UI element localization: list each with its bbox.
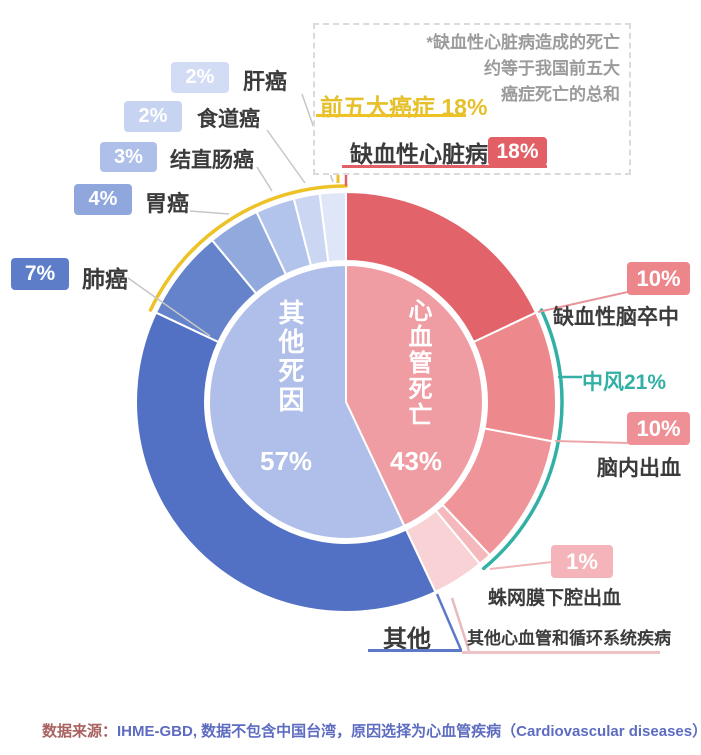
intracerebral-label: 脑内出血	[597, 457, 681, 480]
liver-cancer-value-badge: 2%	[171, 62, 229, 93]
lung-connector	[127, 277, 211, 337]
ischemic-stroke-label: 缺血性脑卒中	[553, 306, 679, 329]
ischemic-stroke-value-badge: 10%	[627, 262, 690, 295]
ihd-underline	[342, 165, 547, 168]
other-connector	[435, 593, 463, 651]
esophageal-cancer-label: 食道癌	[197, 108, 260, 131]
other-cvd-underline	[462, 651, 660, 654]
cardiovascular-center-value: 43%	[390, 446, 443, 476]
stomach-cancer-label: 胃癌	[145, 191, 190, 216]
lung-cancer-value-badge: 7%	[11, 258, 69, 290]
esophageal-connector	[266, 129, 306, 184]
subarachnoid-label: 蛛网膜下腔出血	[488, 588, 622, 609]
liver-cancer-label: 肝癌	[243, 69, 288, 94]
other-causes-center-value: 57%	[260, 446, 313, 476]
slice-other	[135, 311, 437, 613]
intracerebral-value-badge: 10%	[627, 412, 690, 445]
slice-cardiovascular-death	[345, 264, 484, 527]
ihd-label: 缺血性心脏病	[347, 135, 491, 169]
colorectal-cancer-label: 结直肠癌	[170, 149, 254, 172]
subarachnoid-connector	[489, 561, 553, 570]
annotation-line-3: 癌症死亡的总和	[501, 85, 620, 104]
stomach-cancer-value-badge: 4%	[74, 184, 132, 215]
stomach-connector	[189, 210, 230, 215]
slice-liver-cancer	[318, 191, 347, 264]
slice-other-causes-death	[208, 264, 406, 540]
data-source: 数据来源：IHME-GBD, 数据不包含中国台湾，原因选择为心血管疾病（Card…	[42, 720, 701, 741]
colorectal-connector	[256, 166, 273, 192]
other-cvd-connector	[450, 597, 471, 652]
esophageal-cancer-value-badge: 2%	[124, 101, 182, 132]
other-cvd-label: 其他心血管和循环系统疾病	[467, 629, 671, 648]
annotation-text: *缺血性心脏病造成的死亡 约等于我国前五大 癌症死亡的总和	[330, 30, 620, 108]
annotation-line-2: 约等于我国前五大	[484, 59, 620, 78]
subarachnoid-value-badge: 1%	[551, 545, 613, 578]
data-source-text: IHME-GBD, 数据不包含中国台湾，原因选择为心血管疾病（Cardiovas…	[117, 723, 701, 740]
top5-underline	[316, 114, 466, 117]
intracerebral-connector	[554, 440, 629, 444]
colorectal-cancer-value-badge: 3%	[100, 142, 157, 172]
stroke-total-arc	[481, 308, 564, 571]
ischemic-stroke-connector	[537, 290, 633, 313]
other-underline	[368, 649, 462, 652]
ihd-value-badge: 18%	[488, 137, 547, 166]
stroke-total-label: 中风21%	[582, 371, 667, 394]
other-label: 其他	[383, 626, 431, 653]
top5-cancers-arc	[148, 184, 348, 312]
lung-cancer-label: 肺癌	[82, 266, 128, 292]
data-source-prefix: 数据来源：	[42, 723, 118, 740]
other-causes-center-label: 其他死因	[275, 299, 305, 415]
cardiovascular-center-label: 心血管死亡	[404, 298, 431, 428]
annotation-line-1: *缺血性心脏病造成的死亡	[426, 33, 620, 52]
